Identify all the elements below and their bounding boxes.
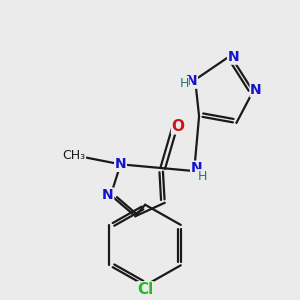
Text: N: N xyxy=(228,50,239,64)
Text: N: N xyxy=(102,188,114,202)
Text: O: O xyxy=(172,119,184,134)
Text: N: N xyxy=(186,74,197,88)
Text: N: N xyxy=(250,83,262,97)
Text: Cl: Cl xyxy=(137,282,153,297)
Text: H: H xyxy=(198,170,207,183)
Text: N: N xyxy=(115,157,126,171)
Text: N: N xyxy=(191,161,202,175)
Text: CH₃: CH₃ xyxy=(62,149,86,162)
Text: H: H xyxy=(179,77,189,90)
